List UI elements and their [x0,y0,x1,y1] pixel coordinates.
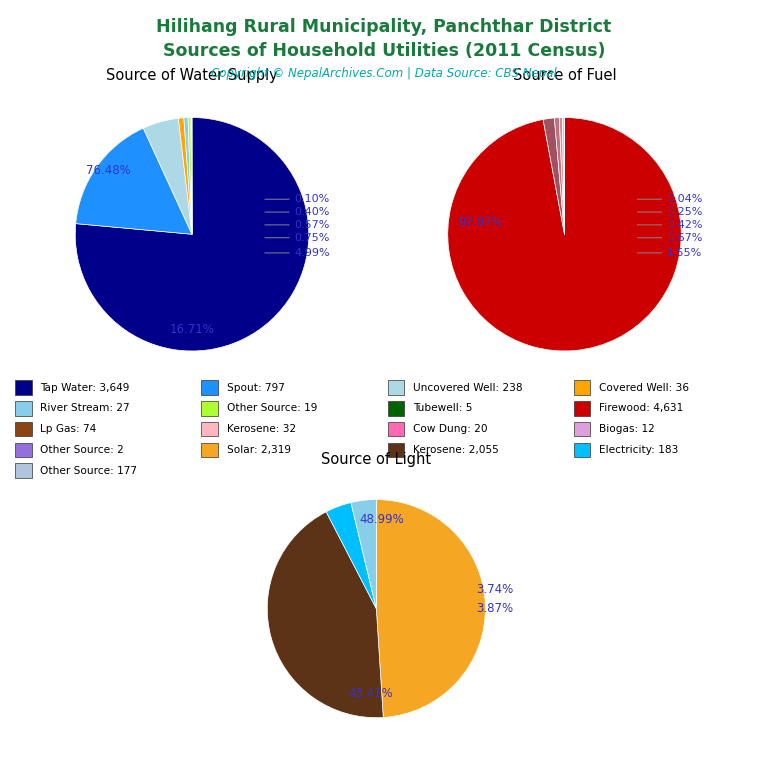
Bar [574,401,591,415]
Text: Spout: 797: Spout: 797 [227,382,285,392]
Bar [201,380,218,395]
Text: 0.10%: 0.10% [265,194,330,204]
Text: 48.99%: 48.99% [359,513,404,526]
Wedge shape [191,118,192,234]
Wedge shape [76,128,192,234]
Bar [201,442,218,457]
Wedge shape [559,118,564,234]
Text: 1.55%: 1.55% [637,248,703,258]
Wedge shape [178,118,192,234]
Text: Other Source: 2: Other Source: 2 [41,445,124,455]
Bar [15,463,31,478]
Text: 4.99%: 4.99% [265,248,330,258]
Text: Electricity: 183: Electricity: 183 [599,445,679,455]
Text: Other Source: 177: Other Source: 177 [41,465,137,475]
Text: 0.40%: 0.40% [265,207,330,217]
Text: Kerosene: 32: Kerosene: 32 [227,424,296,434]
Wedge shape [448,118,681,351]
Text: Tubewell: 5: Tubewell: 5 [413,403,472,413]
Title: Source of Fuel: Source of Fuel [513,68,616,83]
Wedge shape [75,118,309,351]
Bar [15,422,31,436]
Wedge shape [326,502,376,608]
Bar [15,401,31,415]
Bar [388,401,404,415]
Text: Other Source: 19: Other Source: 19 [227,403,317,413]
Text: Lp Gas: 74: Lp Gas: 74 [41,424,97,434]
Title: Source of Light: Source of Light [321,452,432,467]
Wedge shape [188,118,192,234]
Wedge shape [184,118,192,234]
Wedge shape [554,118,564,234]
Wedge shape [543,118,564,234]
Bar [574,442,591,457]
Wedge shape [144,118,192,234]
Text: Hilihang Rural Municipality, Panchthar District: Hilihang Rural Municipality, Panchthar D… [157,18,611,35]
Bar [388,442,404,457]
Text: Sources of Household Utilities (2011 Census): Sources of Household Utilities (2011 Cen… [163,42,605,60]
Bar [388,380,404,395]
Text: Kerosene: 2,055: Kerosene: 2,055 [413,445,498,455]
Text: 3.74%: 3.74% [477,582,514,595]
Text: 0.75%: 0.75% [265,233,330,243]
Wedge shape [562,118,564,234]
Text: 0.42%: 0.42% [637,220,703,230]
Text: Solar: 2,319: Solar: 2,319 [227,445,291,455]
Text: Covered Well: 36: Covered Well: 36 [599,382,689,392]
Text: Tap Water: 3,649: Tap Water: 3,649 [41,382,130,392]
Text: Firewood: 4,631: Firewood: 4,631 [599,403,684,413]
Text: 0.67%: 0.67% [637,233,703,243]
Text: 16.71%: 16.71% [170,323,214,336]
Wedge shape [351,500,376,608]
Bar [15,442,31,457]
Text: Cow Dung: 20: Cow Dung: 20 [413,424,488,434]
Bar [574,422,591,436]
Bar [201,401,218,415]
Text: 0.25%: 0.25% [637,207,703,217]
Title: Source of Water Supply: Source of Water Supply [106,68,278,83]
Text: Biogas: 12: Biogas: 12 [599,424,655,434]
Wedge shape [376,500,485,717]
Text: 43.41%: 43.41% [349,687,393,700]
Bar [574,380,591,395]
Text: 97.07%: 97.07% [458,216,503,229]
Text: River Stream: 27: River Stream: 27 [41,403,130,413]
Bar [388,422,404,436]
Bar [15,380,31,395]
Text: Uncovered Well: 238: Uncovered Well: 238 [413,382,522,392]
Wedge shape [267,511,383,717]
Text: 0.04%: 0.04% [637,194,703,204]
Text: 0.57%: 0.57% [265,220,330,230]
Bar [201,422,218,436]
Text: Copyright © NepalArchives.Com | Data Source: CBS Nepal: Copyright © NepalArchives.Com | Data Sou… [211,67,557,80]
Text: 3.87%: 3.87% [477,602,514,615]
Text: 76.48%: 76.48% [85,164,131,177]
